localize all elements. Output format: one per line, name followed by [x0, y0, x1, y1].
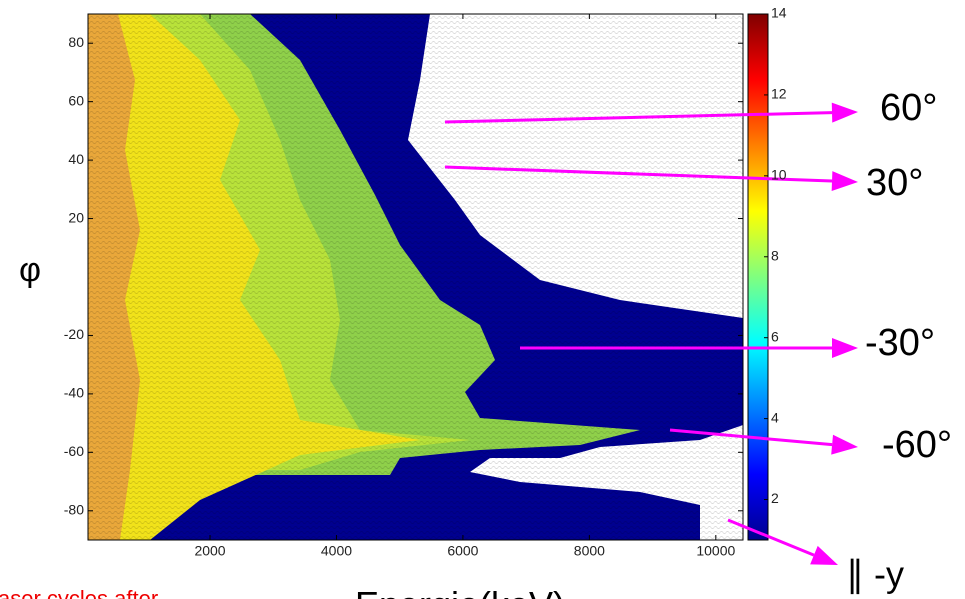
- colorbar-tick-label: 2: [771, 490, 779, 506]
- arrow-head: [832, 338, 858, 358]
- arrow-head: [831, 171, 858, 192]
- annotation-label: -30°: [865, 322, 935, 364]
- colorbar-tick-label: 8: [771, 247, 779, 263]
- plot-frame: [87, 13, 744, 541]
- annotation-label: 60°: [880, 87, 937, 129]
- arrow-head: [810, 545, 838, 565]
- colorbar-tick-label: 4: [771, 409, 779, 425]
- colorbar-tick-label: 14: [771, 5, 787, 21]
- annotation-arrows: [444, 102, 858, 565]
- y-tick-label: -20: [64, 326, 84, 342]
- y-tick-label: -80: [64, 501, 84, 517]
- y-tick-label: 20: [68, 209, 84, 225]
- arrow-shaft: [444, 111, 833, 124]
- y-tick-label: 40: [68, 151, 84, 167]
- y-tick-label: 80: [68, 34, 84, 50]
- colorbar-tick-label: 12: [771, 86, 787, 102]
- arrow-head: [831, 434, 858, 455]
- annotation-label: 30°: [866, 162, 923, 204]
- y-tick-label: -60: [64, 443, 84, 459]
- x-axis-label: Energie(keV): [355, 584, 565, 599]
- arrow-shaft: [727, 518, 815, 557]
- y-axis-label: φ: [19, 251, 41, 289]
- colorbar-tick-label: 10: [771, 167, 787, 183]
- y-tick-label: 60: [68, 92, 84, 108]
- arrow-shaft: [669, 428, 833, 447]
- colorbar-tick-label: 6: [771, 328, 779, 344]
- colorbar: [747, 13, 769, 541]
- x-tick-label: 6000: [447, 543, 478, 559]
- x-tick-label: 10000: [696, 543, 735, 559]
- heatmap-image: [88, 14, 743, 540]
- annotation-label: ∥ -y: [846, 554, 904, 595]
- annotation-label: -60°: [882, 424, 952, 466]
- arrow-shaft: [444, 165, 833, 183]
- x-tick-label: 4000: [321, 543, 352, 559]
- x-tick-label: 8000: [574, 543, 605, 559]
- arrow-head: [831, 102, 858, 123]
- caption: aser cycles after: [0, 586, 158, 599]
- x-tick-label: 2000: [194, 543, 225, 559]
- y-tick-label: -40: [64, 385, 84, 401]
